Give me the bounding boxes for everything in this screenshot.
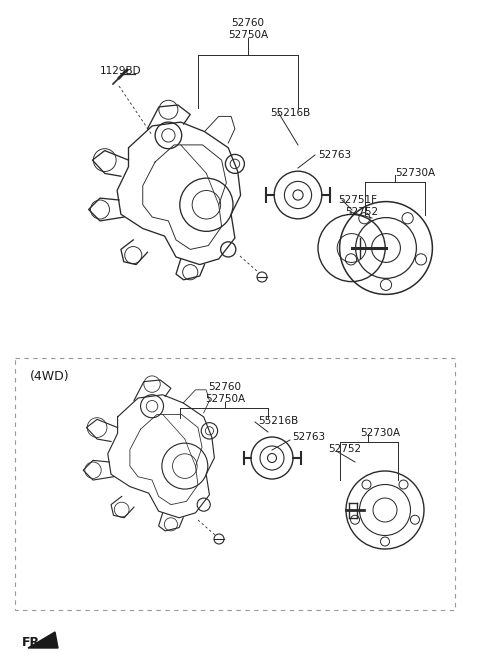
Text: 52730A: 52730A — [360, 428, 400, 438]
Text: 55216B: 55216B — [258, 416, 298, 426]
Text: 52752: 52752 — [328, 444, 361, 454]
Text: 52752: 52752 — [345, 207, 378, 217]
Text: 52760: 52760 — [208, 382, 241, 392]
Text: 52763: 52763 — [318, 150, 351, 160]
Text: 52760: 52760 — [231, 18, 264, 28]
Text: 52763: 52763 — [292, 432, 325, 442]
Text: (4WD): (4WD) — [30, 370, 70, 383]
Text: FR.: FR. — [22, 636, 45, 648]
Polygon shape — [28, 632, 58, 648]
Text: 52751F: 52751F — [338, 195, 377, 205]
Bar — [15, 358, 455, 610]
Text: 52750A: 52750A — [205, 394, 245, 404]
Text: 52750A: 52750A — [228, 30, 268, 40]
Text: 55216B: 55216B — [270, 108, 310, 118]
Text: 1129BD: 1129BD — [100, 66, 142, 76]
Text: 52730A: 52730A — [395, 168, 435, 178]
